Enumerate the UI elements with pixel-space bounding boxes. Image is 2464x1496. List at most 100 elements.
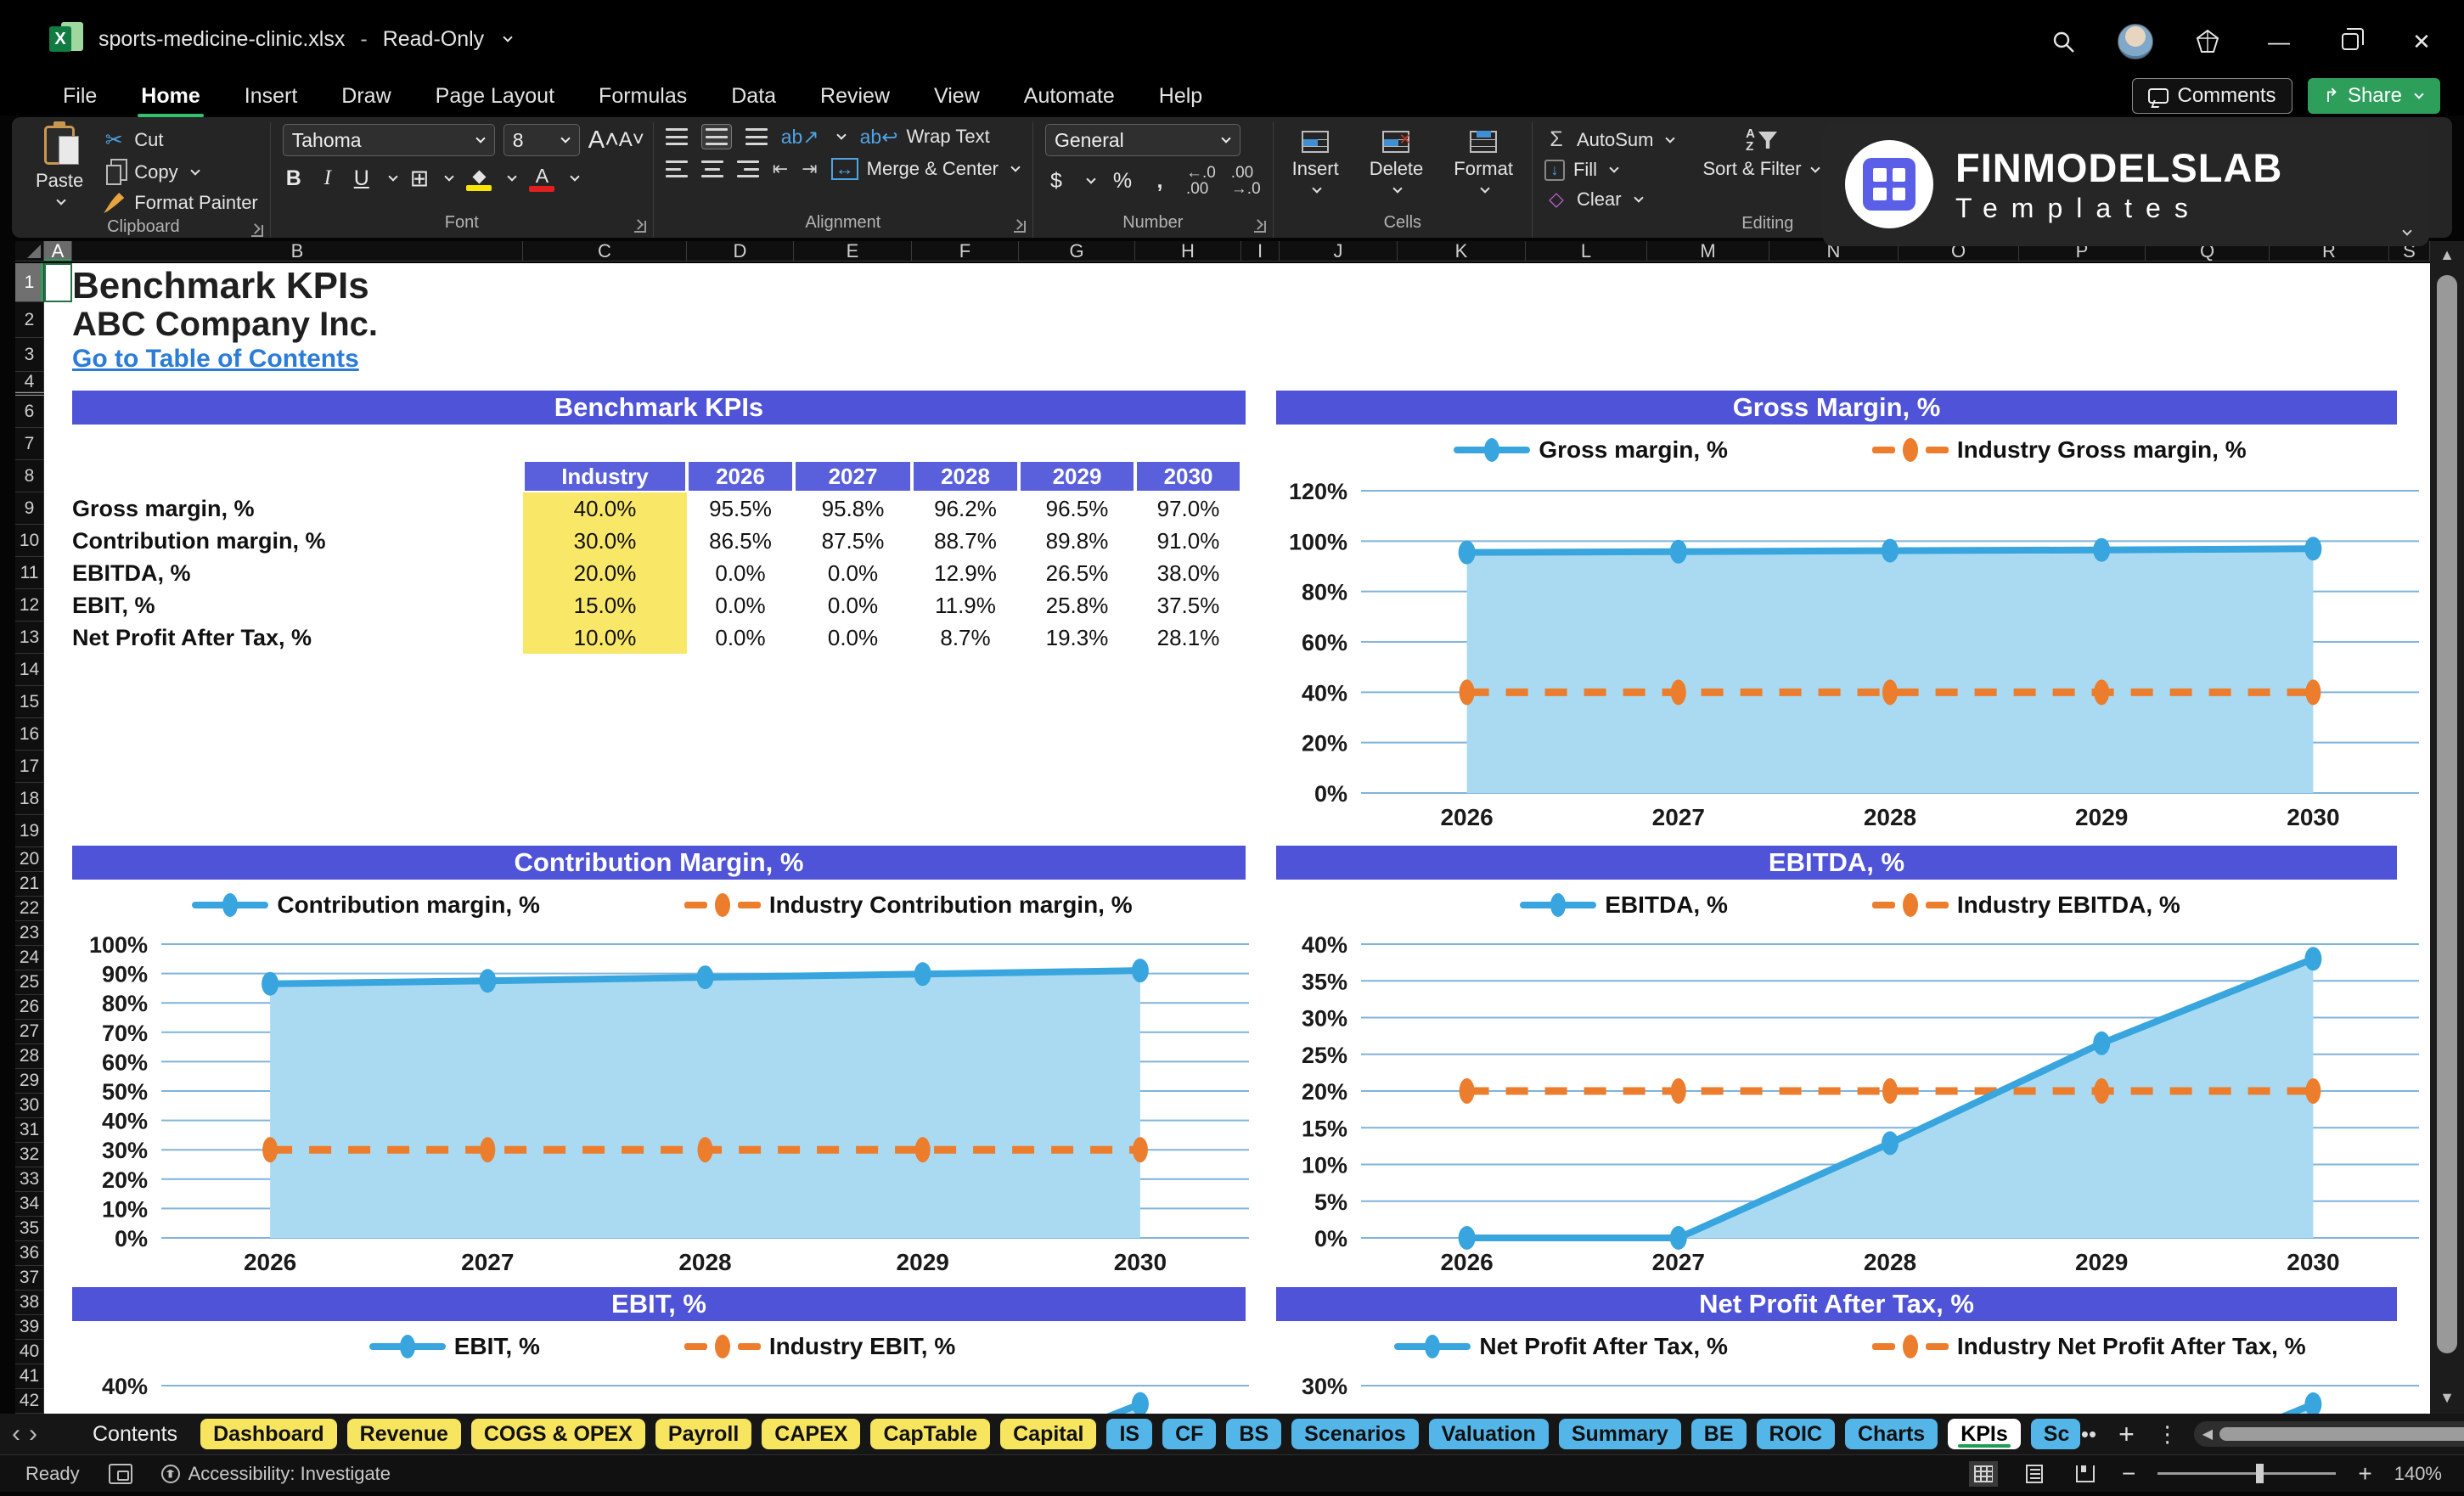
copy-button[interactable]: Copy xyxy=(102,160,258,185)
row-header-33[interactable]: 33 xyxy=(15,1167,44,1192)
table-cell[interactable]: 0.0% xyxy=(715,560,766,586)
chevron-down-icon[interactable] xyxy=(2402,226,2412,236)
table-cell-industry[interactable]: 40.0% xyxy=(523,492,687,525)
delete-cells-button[interactable]: Delete xyxy=(1363,129,1431,197)
table-cell[interactable]: 11.9% xyxy=(935,592,996,618)
sheet-tab-be[interactable]: BE xyxy=(1690,1419,1747,1449)
share-button[interactable]: ↱ Share xyxy=(2307,78,2440,114)
toc-link[interactable]: Go to Table of Contents xyxy=(72,345,359,373)
table-cell[interactable]: 0.0% xyxy=(827,624,879,650)
table-cell[interactable]: 38.0% xyxy=(1156,560,1220,586)
tabs-scroll-left-icon[interactable]: ‹ xyxy=(12,1420,20,1448)
menu-tab-data[interactable]: Data xyxy=(731,83,777,108)
row-header-9[interactable]: 9 xyxy=(15,492,44,525)
row-header-24[interactable]: 24 xyxy=(15,946,44,970)
row-header-23[interactable]: 23 xyxy=(15,921,44,946)
table-cell[interactable]: 19.3% xyxy=(1045,624,1109,650)
sheet-tab-charts[interactable]: Charts xyxy=(1845,1419,1938,1449)
row-header-7[interactable]: 7 xyxy=(15,428,44,460)
read-only-badge[interactable]: Read-Only xyxy=(382,26,485,51)
sheet-canvas[interactable]: Benchmark KPIs ABC Company Inc. Go to Ta… xyxy=(44,263,2430,1414)
row-header-42[interactable]: 42 xyxy=(15,1389,44,1414)
paste-button[interactable]: Paste xyxy=(29,121,90,209)
font-size-select[interactable]: 8 xyxy=(503,124,580,156)
row-header-29[interactable]: 29 xyxy=(15,1069,44,1094)
row-header-32[interactable]: 32 xyxy=(15,1143,44,1167)
row-header-26[interactable]: 26 xyxy=(15,995,44,1020)
fill-color-button[interactable]: ◆ xyxy=(466,166,492,191)
user-avatar[interactable] xyxy=(2118,24,2153,59)
middle-align-button[interactable] xyxy=(700,124,732,149)
page-layout-view-button[interactable] xyxy=(2020,1461,2049,1487)
tabs-scroll-right-icon[interactable]: › xyxy=(29,1420,37,1448)
table-cell[interactable]: 96.5% xyxy=(1045,495,1109,521)
row-header-2[interactable]: 2 xyxy=(15,302,44,338)
row-header-17[interactable]: 17 xyxy=(15,751,44,783)
bold-button[interactable]: B xyxy=(285,166,301,190)
table-cell[interactable]: 96.2% xyxy=(934,495,997,521)
row-header-37[interactable]: 37 xyxy=(15,1266,44,1291)
chevron-down-icon[interactable] xyxy=(503,32,513,42)
table-cell-industry[interactable]: 20.0% xyxy=(523,557,687,589)
zoom-slider-thumb[interactable] xyxy=(2255,1464,2264,1483)
table-cell[interactable]: 37.5% xyxy=(1156,592,1220,618)
insert-cells-button[interactable]: Insert xyxy=(1285,129,1346,197)
wrap-text-button[interactable]: ab↩ Wrap Text xyxy=(860,126,990,148)
top-align-button[interactable] xyxy=(665,128,688,145)
row-header-10[interactable]: 10 xyxy=(15,525,44,557)
font-color-button[interactable]: A xyxy=(529,165,555,192)
hscroll-left-icon[interactable]: ◀ xyxy=(2202,1427,2214,1442)
sheet-tab-payroll[interactable]: Payroll xyxy=(655,1419,752,1449)
row-header-1[interactable]: 1 xyxy=(15,263,44,302)
column-header-A[interactable]: A xyxy=(44,241,72,261)
column-header-K[interactable]: K xyxy=(1398,241,1526,261)
row-header-11[interactable]: 11 xyxy=(15,557,44,589)
row-header-28[interactable]: 28 xyxy=(15,1044,44,1069)
chevron-down-icon[interactable] xyxy=(388,172,398,182)
table-cell[interactable]: 25.8% xyxy=(1045,592,1109,618)
align-right-button[interactable] xyxy=(736,160,759,177)
table-cell[interactable]: 0.0% xyxy=(827,560,879,586)
table-cell[interactable]: 26.5% xyxy=(1045,560,1109,586)
sheet-tab-kpis[interactable]: KPIs xyxy=(1948,1419,2021,1449)
row-header-22[interactable]: 22 xyxy=(15,897,44,921)
table-cell[interactable]: 89.8% xyxy=(1045,527,1109,554)
menu-tab-home[interactable]: Home xyxy=(119,77,222,117)
sheet-tab-summary[interactable]: Summary xyxy=(1558,1419,1681,1449)
chevron-down-icon[interactable] xyxy=(1086,174,1096,184)
column-header-M[interactable]: M xyxy=(1647,241,1769,261)
row-header-3[interactable]: 3 xyxy=(15,338,44,372)
table-cell[interactable]: 95.8% xyxy=(821,495,885,521)
chevron-down-icon[interactable] xyxy=(835,130,847,140)
row-header-13[interactable]: 13 xyxy=(15,621,44,654)
menu-tab-draw[interactable]: Draw xyxy=(341,83,391,108)
row-header-14[interactable]: 14 xyxy=(15,654,44,686)
column-header-D[interactable]: D xyxy=(687,241,794,261)
horizontal-scrollbar[interactable]: ◀ ▶ xyxy=(2193,1421,2464,1447)
row-header-19[interactable]: 19 xyxy=(15,815,44,847)
decrease-decimal-button[interactable]: .00 →.0 xyxy=(1230,164,1261,198)
percent-style-button[interactable]: % xyxy=(1112,168,1133,193)
table-cell-industry[interactable]: 15.0% xyxy=(523,589,687,621)
page-break-view-button[interactable] xyxy=(2071,1461,2100,1487)
close-button[interactable]: ✕ xyxy=(2412,28,2431,54)
clear-button[interactable]: ◇ Clear xyxy=(1544,188,1676,211)
row-header-4[interactable]: 4 xyxy=(15,372,44,392)
increase-indent-button[interactable]: ⇥ xyxy=(802,158,818,179)
row-header-25[interactable]: 25 xyxy=(15,970,44,995)
row-header-39[interactable]: 39 xyxy=(15,1315,44,1340)
column-header-L[interactable]: L xyxy=(1526,241,1647,261)
macro-record-icon[interactable] xyxy=(108,1463,132,1484)
vertical-scroll-thumb[interactable] xyxy=(2437,275,2457,1353)
zoom-level[interactable]: 140% xyxy=(2394,1462,2442,1484)
comma-style-button[interactable]: , xyxy=(1156,168,1163,193)
column-header-C[interactable]: C xyxy=(523,241,687,261)
sheet-tab-cf[interactable]: CF xyxy=(1162,1419,1217,1449)
table-cell[interactable]: 91.0% xyxy=(1156,527,1220,554)
bottom-align-button[interactable] xyxy=(745,128,768,145)
row-header-34[interactable]: 34 xyxy=(15,1192,44,1217)
format-cells-button[interactable]: Format xyxy=(1447,129,1520,197)
align-center-button[interactable] xyxy=(700,160,723,177)
row-header-40[interactable]: 40 xyxy=(15,1340,44,1364)
table-cell[interactable]: 8.7% xyxy=(940,624,991,650)
